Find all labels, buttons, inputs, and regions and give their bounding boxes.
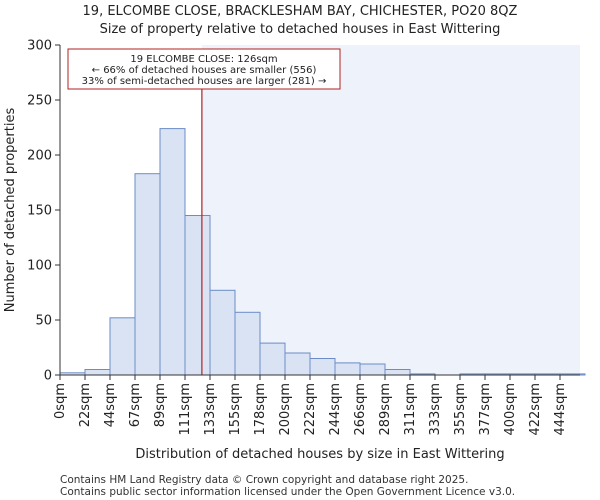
bar-22sqm <box>84 369 111 376</box>
x-tick-label: 266sqm <box>353 383 368 436</box>
x-tick-label: 355sqm <box>453 383 468 436</box>
x-tick-label: 311sqm <box>403 383 418 436</box>
bar-266sqm <box>359 363 386 376</box>
x-tick-label: 133sqm <box>203 383 218 436</box>
bar-222sqm <box>309 358 336 376</box>
x-tick-label: 0sqm <box>53 383 68 419</box>
x-tick-label: 422sqm <box>528 383 543 436</box>
y-tick-label: 50 <box>35 314 52 329</box>
x-tick-label: 67sqm <box>128 383 143 427</box>
bar-289sqm <box>384 369 411 376</box>
annotation-line-1: 19 ELCOMBE CLOSE: 126sqm <box>130 54 277 65</box>
annotation-box <box>67 48 341 90</box>
annotation-line-2: ← 66% of detached houses are smaller (55… <box>92 65 317 76</box>
y-axis-label: Number of detached properties <box>3 108 18 313</box>
x-tick-label: 22sqm <box>78 383 93 427</box>
x-tick-label: 244sqm <box>328 383 343 436</box>
bar-67sqm <box>134 173 161 376</box>
y-tick-label: 250 <box>27 94 52 109</box>
bar-133sqm <box>209 289 236 376</box>
x-tick-label: 178sqm <box>253 383 268 436</box>
bar-178sqm <box>259 342 286 376</box>
bar-89sqm <box>159 128 186 376</box>
x-tick-label: 222sqm <box>303 383 318 436</box>
bar-155sqm <box>234 311 261 376</box>
x-tick-label: 200sqm <box>278 383 293 436</box>
x-tick-label: 44sqm <box>103 383 118 427</box>
x-axis-label: Distribution of detached houses by size … <box>135 447 504 462</box>
footer-line-2: Contains public sector information licen… <box>60 486 515 498</box>
bar-44sqm <box>109 317 136 376</box>
y-tick-label: 150 <box>27 204 52 219</box>
y-tick-label: 0 <box>44 369 52 384</box>
x-tick-label: 89sqm <box>153 383 168 427</box>
y-ticks-group: 0 50 100 150 200 250 300 <box>27 39 60 384</box>
chart-title: 19, ELCOMBE CLOSE, BRACKLESHAM BAY, CHIC… <box>83 4 518 19</box>
x-tick-label: 400sqm <box>503 383 518 436</box>
bar-244sqm <box>334 362 361 376</box>
bar-200sqm <box>284 352 311 376</box>
y-tick-label: 300 <box>27 39 52 54</box>
larger-than-property-region <box>201 45 580 375</box>
bar-111sqm <box>184 215 211 376</box>
x-ticks-group: 0sqm 22sqm 44sqm 67sqm 89sqm 111sqm 133sqm 155s… <box>53 375 568 436</box>
chart-subtitle: Size of property relative to detached ho… <box>100 22 501 37</box>
y-tick-label: 200 <box>27 149 52 164</box>
annotation-line-3: 33% of semi-detached houses are larger (… <box>82 76 327 87</box>
y-tick-label: 100 <box>27 259 52 274</box>
x-tick-label: 155sqm <box>228 383 243 436</box>
x-tick-label: 333sqm <box>428 383 443 436</box>
x-tick-label: 289sqm <box>378 383 393 436</box>
footer-line-1: Contains HM Land Registry data © Crown c… <box>60 474 468 486</box>
x-tick-label: 377sqm <box>478 383 493 436</box>
x-tick-label: 111sqm <box>178 383 193 436</box>
bars-group <box>59 128 586 376</box>
x-tick-label: 444sqm <box>553 383 568 436</box>
